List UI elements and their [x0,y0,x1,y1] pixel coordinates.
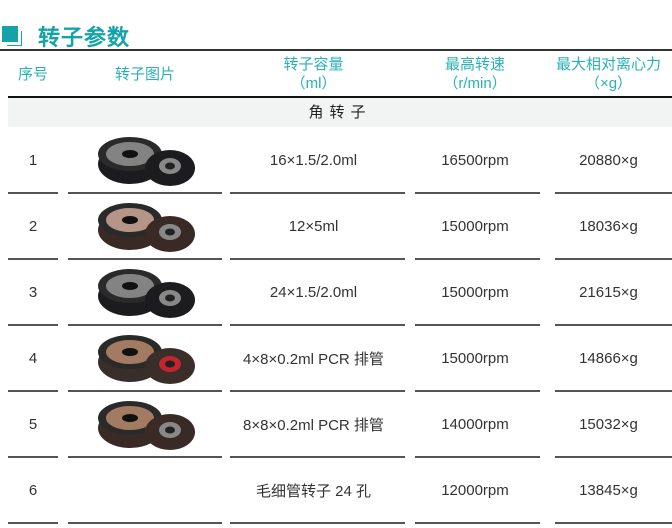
row-image [68,458,222,522]
row-speed: 15000rpm [441,283,509,301]
row-seq: 3 [28,283,38,301]
row-capacity: 8×8×0.2ml PCR 排管 [243,416,384,434]
row-divider [68,522,222,524]
table-row: 2 12×5ml 15000rpm 18036×g [0,194,672,260]
row-speed: 16500rpm [441,151,509,169]
row-image [68,128,222,192]
row-capacity: 4×8×0.2ml PCR 排管 [243,350,384,368]
section-band: 角转子 [8,98,672,127]
row-seq: 1 [28,151,38,169]
row-divider [8,258,58,260]
row-seq: 5 [28,415,38,433]
header-rcf: 最大相对离心力 （×g） [555,56,661,92]
header-divider [8,96,672,98]
row-divider [68,192,222,194]
row-seq: 4 [28,349,38,367]
row-capacity: 24×1.5/2.0ml [269,283,358,301]
row-image [68,194,222,258]
row-divider [230,324,405,326]
row-speed: 14000rpm [441,415,509,433]
row-rcf: 15032×g [579,415,638,433]
row-rcf: 21615×g [579,283,638,301]
row-divider [555,522,672,524]
title-square-outline-icon [7,31,22,46]
table-row: 5 8×8×0.2ml PCR 排管 14000rpm 15032×g [0,392,672,458]
row-divider [415,522,540,524]
row-divider [68,456,222,458]
row-image [68,326,222,390]
row-divider [555,192,672,194]
row-rcf: 18036×g [579,217,638,235]
row-divider [8,390,58,392]
table-row: 6 毛细管转子 24 孔 12000rpm 13845×g [0,458,672,524]
rotor-image [98,137,195,186]
section-title: 转子参数 [0,10,672,50]
row-divider [415,258,540,260]
row-speed: 12000rpm [441,481,509,499]
row-divider [68,258,222,260]
row-seq: 6 [28,481,38,499]
row-divider [415,456,540,458]
row-image [68,260,222,324]
row-divider [555,324,672,326]
row-divider [555,258,672,260]
row-divider [230,456,405,458]
rotor-image [98,335,195,384]
table-row: 4 4×8×0.2ml PCR 排管 15000rpm 14866×g [0,326,672,392]
table-row: 1 16×1.5/2.0ml 16500rpm 20880×g [0,128,672,194]
row-speed: 15000rpm [441,349,509,367]
rotor-image [98,269,195,318]
row-rcf: 14866×g [579,349,638,367]
header-capacity: 转子容量 （ml） [283,56,344,92]
rotor-image [98,203,195,252]
header-image: 转子图片 [114,65,175,83]
row-divider [555,456,672,458]
row-image [68,392,222,456]
row-divider [68,390,222,392]
row-divider [8,192,58,194]
title-square-icon [2,26,18,42]
row-capacity: 毛细管转子 24 孔 [255,482,372,500]
row-capacity: 16×1.5/2.0ml [269,151,358,169]
row-divider [230,390,405,392]
rotor-image [98,401,195,450]
row-divider [8,522,58,524]
row-divider [555,390,672,392]
divider [0,49,672,51]
row-divider [230,192,405,194]
header-seq: 序号 [17,65,48,83]
row-divider [230,258,405,260]
row-speed: 15000rpm [441,217,509,235]
row-seq: 2 [28,217,38,235]
row-rcf: 13845×g [579,481,638,499]
row-divider [8,456,58,458]
row-rcf: 20880×g [579,151,638,169]
row-divider [415,324,540,326]
row-divider [230,522,405,524]
row-divider [68,324,222,326]
table-row: 3 24×1.5/2.0ml 15000rpm 21615×g [0,260,672,326]
row-divider [8,324,58,326]
row-capacity: 12×5ml [288,217,339,235]
row-divider [415,390,540,392]
row-divider [415,192,540,194]
title-text: 转子参数 [38,25,131,50]
header-speed: 最高转速 （r/min） [443,56,507,92]
